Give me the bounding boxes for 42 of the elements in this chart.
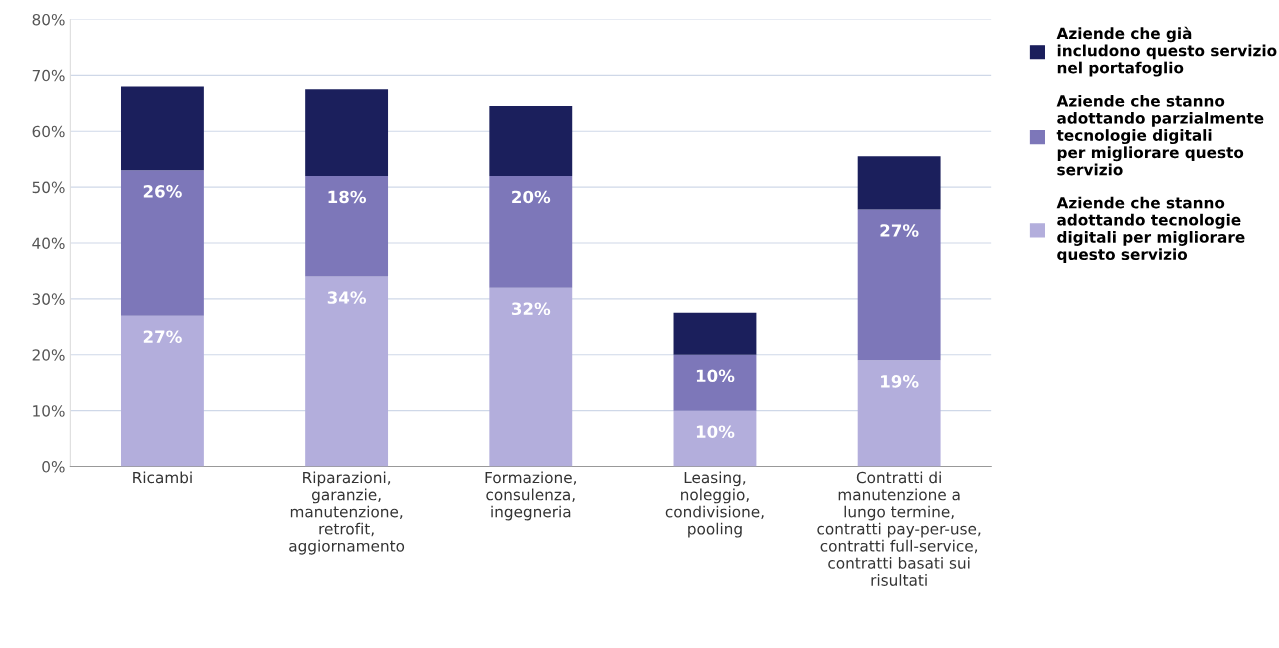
data-label: 18%: [328, 190, 367, 204]
y-tick-label: 20%: [32, 349, 65, 361]
bar: [857, 156, 941, 210]
y-tick-label: 50%: [32, 181, 65, 194]
data-label: 32%: [511, 302, 551, 316]
bar: [489, 287, 573, 467]
bar: [857, 209, 941, 361]
data-label: 34%: [327, 291, 367, 304]
bar: [673, 312, 757, 355]
bar: [857, 360, 941, 467]
data-label: 27%: [143, 330, 182, 343]
bar: [489, 175, 573, 288]
x-tick-label: Riparazioni, garanzie, manutenzione, retrofit, aggiornamento: [289, 471, 405, 555]
data-label: 19%: [881, 375, 919, 388]
legend-label: Aziende che stanno adottando tecnologie digitali per migliorare questo servizio: [1056, 196, 1245, 264]
bar: [120, 170, 204, 316]
data-label: 10%: [696, 369, 735, 383]
x-tick-label: Ricambi: [133, 471, 192, 484]
legend-label: Aziende che stanno adottando parzialmente tecnologie digitali per migliorare questo servizio: [1056, 94, 1264, 176]
data-label: 10%: [696, 425, 735, 438]
y-tick-label: 40%: [32, 237, 65, 250]
x-tick-label: Contratti di manutenzione a lungo termine, contratti pay-per-use, contratti full-service, contratti basati sui risultati: [817, 471, 981, 586]
bar: [305, 175, 389, 277]
y-tick-label: 10%: [33, 405, 65, 417]
bar: [120, 86, 204, 171]
y-tick-label: 30%: [32, 293, 65, 305]
data-label: 26%: [143, 185, 182, 198]
bar: [673, 410, 757, 467]
data-label: 20%: [512, 190, 551, 204]
y-tick-label: 70%: [32, 69, 65, 82]
x-tick-label: Leasing, noleggio, condivisione, pooling: [665, 471, 764, 538]
bar: [489, 106, 573, 176]
y-tick-label: 80%: [32, 13, 65, 26]
bar: [673, 354, 757, 411]
x-tick-label: Formazione, consulenza, ingegneria: [485, 471, 576, 521]
bar: [120, 315, 204, 467]
legend-label: Aziende che già includono questo servizio nel portafoglio: [1056, 26, 1277, 77]
y-tick-label: 60%: [32, 125, 65, 138]
bar: [305, 89, 389, 176]
y-tick-label: 0%: [42, 461, 65, 473]
data-label: 27%: [880, 224, 919, 237]
bar: [305, 276, 389, 467]
